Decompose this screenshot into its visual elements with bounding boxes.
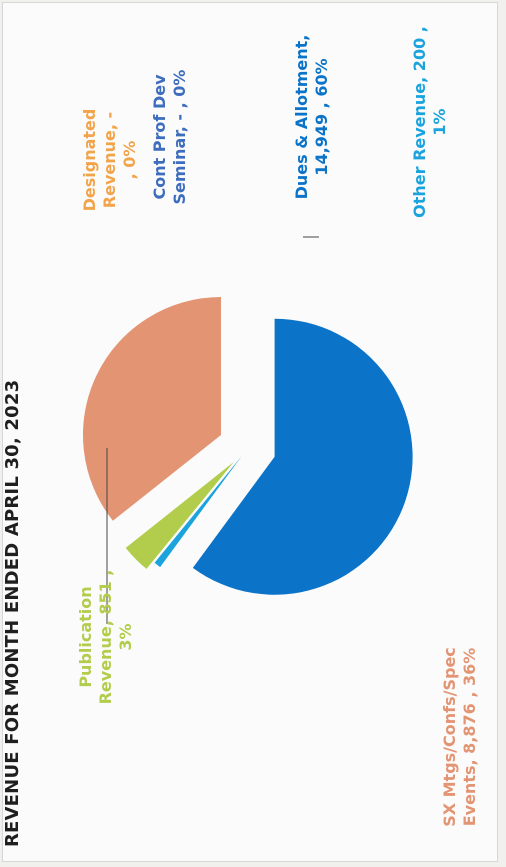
label-dues-allotment-line-2: 14,949 , 60% (312, 58, 331, 176)
label-designated-line-2: Revenue, - (100, 111, 119, 209)
label-publication-line-2: Revenue, 851 , (96, 569, 115, 705)
label-other-revenue: Other Revenue, 200 , 1% (410, 7, 450, 237)
label-publication-revenue: Publication Revenue, 851 , 3% (76, 557, 136, 717)
label-cont-prof-dev-line-1: Cont Prof Dev (150, 74, 169, 200)
label-publication-line-1: Publication (76, 586, 95, 688)
label-cont-prof-dev-line-2: Seminar, - , 0% (170, 69, 189, 205)
label-designated-line-1: Designated (80, 108, 99, 212)
label-other-revenue-line-2: 1% (430, 108, 449, 136)
pie-slice-sx-mtgs-confs-spec-events (82, 296, 221, 521)
label-designated-line-3: , 0% (120, 140, 139, 180)
label-sx-mtgs-line-1: SX Mtgs/Confs/Spec (440, 647, 459, 827)
label-sx-mtgs-line-2: Events, 8,876 , 36% (460, 647, 479, 827)
label-other-revenue-line-1: Other Revenue, 200 , (410, 26, 429, 218)
pie-slice-other-revenue (154, 455, 242, 568)
label-cont-prof-dev: Cont Prof Dev Seminar, - , 0% (150, 47, 190, 227)
pie-slice-publication-revenue (125, 462, 234, 569)
label-designated-revenue: Designated Revenue, - , 0% (80, 85, 140, 235)
pie-slice-dues-allotment (192, 318, 413, 595)
label-dues-allotment: Dues & Allotment, 14,949 , 60% (292, 27, 332, 207)
label-sx-mtgs: SX Mtgs/Confs/Spec Events, 8,876 , 36% (440, 627, 480, 847)
label-publication-line-3: 3% (116, 623, 135, 651)
chart-title: REVENUE FOR MONTH ENDED APRIL 30, 2023 (2, 379, 23, 847)
label-dues-allotment-line-1: Dues & Allotment, (292, 34, 311, 200)
